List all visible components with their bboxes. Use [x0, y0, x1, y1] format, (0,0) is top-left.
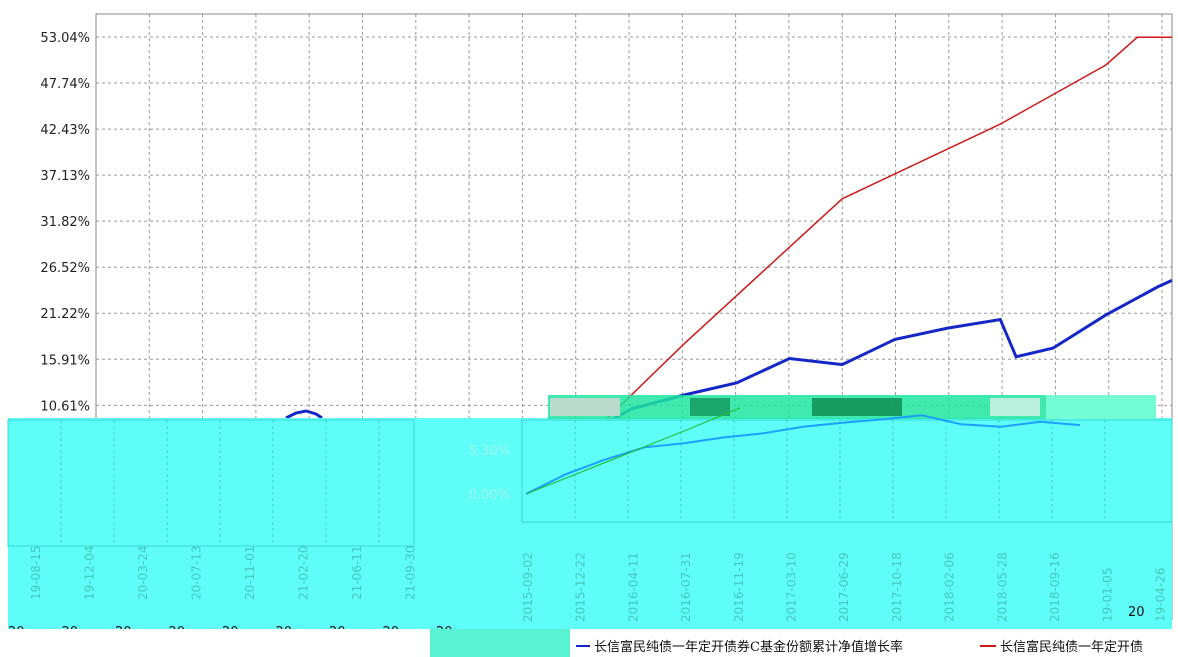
cyan-overlay-block — [8, 418, 1172, 657]
y-tick-label: 15.91% — [40, 353, 90, 368]
legend-label-1: 长信富民纯债一年定开债 — [1000, 639, 1143, 655]
x-tick-label-right: 19-01-05 — [1101, 568, 1115, 622]
y-tick-label: 47.74% — [40, 77, 90, 92]
inner-frame-left — [7, 419, 415, 547]
overlay-line-0 — [525, 414, 1081, 495]
y-tick-label: 37.13% — [40, 169, 90, 184]
noise-patch-a — [550, 398, 620, 416]
y-tick-label: 42.43% — [40, 123, 90, 138]
x-tick-label-left: 20-11-01 — [243, 546, 257, 600]
overlay-panel: 5.30% 0.00% — [7, 395, 1173, 657]
legend-noise — [430, 629, 570, 657]
x-tick-label-right: 2015-12-22 — [574, 552, 588, 622]
x-tick-label-right: 2015-09-02 — [521, 552, 535, 622]
overlay-y-tick: 5.30% — [469, 444, 510, 459]
overlay-y-ticks: 5.30% 0.00% — [469, 444, 510, 503]
series-line-1 — [525, 36, 1172, 498]
noise-patch-c — [812, 398, 902, 416]
x-tick-label-left: 20-03-24 — [136, 546, 150, 600]
x-tick-label-left: 19-12-04 — [83, 546, 97, 600]
y-tick-label: 10.61% — [40, 399, 90, 414]
y-tick-label: 26.52% — [40, 261, 90, 276]
x-tick-label-right: 2016-07-31 — [679, 552, 693, 622]
x-tick-label-left: 21-06-11 — [350, 546, 364, 600]
legend-label-0: 长信富民纯债一年定开债券C基金份额累计净值增长率 — [594, 639, 903, 655]
overlay-lines — [525, 407, 1081, 495]
x-tick-label-right: 2017-06-29 — [837, 552, 851, 622]
x-tick-label-left: 21-02-20 — [297, 546, 311, 600]
x-axis-ticks: 19-08-15 19-12-04 20-03-24 20-07-13 20-11-01… — [8, 546, 1167, 640]
x-tick-label-right: 2018-05-28 — [995, 552, 1009, 622]
noise-patch-d — [990, 398, 1040, 416]
inner-frame-right — [521, 419, 1173, 523]
x-tick-label-right: 19-04-26 — [1153, 568, 1167, 622]
y-tick-label: 53.04% — [40, 31, 90, 46]
x-tick-label-right: 2016-11-19 — [732, 552, 746, 622]
x-tick-label-right: 2017-03-10 — [785, 552, 799, 622]
legend-background — [8, 629, 1178, 657]
overlay-y-tick: 0.00% — [469, 488, 510, 503]
series-fragment-left — [285, 409, 323, 420]
y-tick-label: 31.82% — [40, 215, 90, 230]
noise-patch-b — [690, 398, 730, 416]
x-tick-label-left: 19-08-15 — [29, 546, 43, 600]
legend: 长信富民纯债一年定开债券C基金份额累计净值增长率 长信富民纯债一年定开债 — [8, 629, 1178, 657]
x-tick-label-left: 20-07-13 — [190, 546, 204, 600]
y-tick-label: 21.22% — [40, 307, 90, 322]
x-tick-label-left: 21-09-30 — [404, 546, 418, 600]
overlay-line-1 — [525, 407, 741, 495]
x-tick-label-right: 2018-02-06 — [943, 552, 957, 622]
x-tick-label-right: 2018-09-16 — [1048, 552, 1062, 622]
x-tick-label-right: 2016-04-11 — [626, 552, 640, 622]
x-tick-label-right: 2017-10-18 — [890, 552, 904, 622]
noise-patch-e — [1046, 395, 1156, 419]
x-year-label-right: 20 — [1128, 605, 1145, 620]
